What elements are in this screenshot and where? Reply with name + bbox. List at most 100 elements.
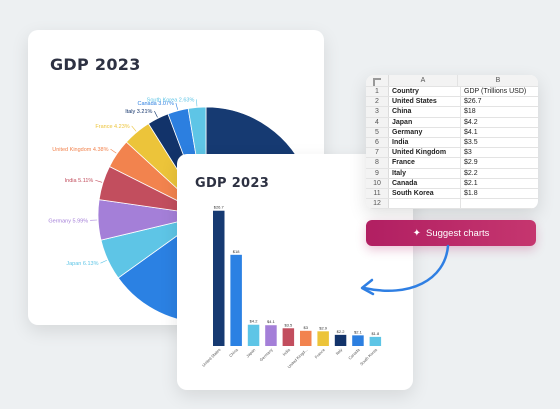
bar [334,334,347,346]
bar [352,335,364,346]
cell-a[interactable]: South Korea [389,188,461,199]
pie-slice-label: Japan 6.13% [66,261,98,267]
pie-label-leader [175,102,178,110]
cell-a[interactable]: France [389,158,461,168]
bar [282,328,295,346]
bar-value-label: $3.5 [284,322,293,327]
row-number[interactable]: 11 [366,188,389,199]
cell-a[interactable]: Italy [389,168,461,178]
sheet-row: 5 Germany $4.1 [366,127,538,138]
cell-b[interactable]: $2.1 [464,179,478,187]
pie-slice-label: Germany 5.99% [48,218,88,224]
pie-label-leader [100,259,107,264]
cell-b[interactable]: $3 [464,149,472,157]
row-number[interactable]: 8 [366,158,389,168]
cell-a[interactable]: China [389,107,461,117]
bar [300,330,312,346]
pie-label-leader [154,110,158,118]
pie-label-leader [95,179,103,183]
cell-a[interactable]: India [389,137,461,148]
bar-category-label: France [314,347,327,360]
pie-slice-label: South Korea 2.63% [147,97,195,103]
cell-a[interactable]: Germany [389,127,461,137]
bar-value-label: $3 [304,325,309,330]
row-number[interactable]: 7 [366,148,389,158]
sheet-row: 8 France $2.9 [366,158,538,169]
cell-a[interactable]: Country [389,87,461,97]
sheet-header-row: A B [366,75,538,87]
bar [265,325,277,346]
bar-value-label: $2.9 [319,325,328,330]
row-number[interactable]: 10 [366,178,389,188]
suggest-charts-button[interactable]: ✦ Suggest charts [366,220,536,246]
bar-value-label: $4.1 [267,319,276,324]
sheet-row: 1 Country GDP (Trillions USD) [366,87,538,98]
bar-category-label: China [228,347,239,358]
row-number[interactable]: 2 [366,97,389,107]
column-header-a[interactable]: A [389,75,458,86]
cell-b[interactable] [461,199,538,208]
cell-b[interactable]: $4.2 [464,118,478,126]
cell-b[interactable]: $26.7 [464,98,482,106]
bar-category-label: Canada [347,347,361,361]
bar [369,336,382,346]
sparkle-icon: ✦ [412,227,421,239]
select-all-corner[interactable] [366,75,389,86]
sheet-row: 7 United Kingdom $3 [366,148,538,159]
sheet-row: 10 Canada $2.1 [366,178,538,189]
pie-slice-label: United Kingdom 4.38% [52,147,108,153]
cell-b[interactable]: $4.1 [464,128,478,136]
spreadsheet: A B 1 Country GDP (Trillions USD) 2 United S… [366,75,538,209]
curved-arrow-icon [360,244,450,296]
pie-slice-label: Italy 3.21% [125,109,152,115]
suggest-charts-label: Suggest charts [426,227,490,239]
row-number[interactable]: 9 [366,168,389,178]
bar-chart: $26.7 United States $18 China $4.2 Japan $4.1 G… [201,205,382,369]
cell-a[interactable] [389,199,461,209]
cell-a[interactable]: United Kingdom [389,148,461,158]
bar [213,210,225,346]
cell-b[interactable]: GDP (Trillions USD) [464,88,527,95]
row-number[interactable]: 6 [366,137,389,148]
pie-slice-label: Canada 3.07% [137,101,173,107]
pie-slice-label: France 4.23% [95,124,129,130]
cell-b[interactable]: $3.5 [464,138,478,146]
cell-a[interactable]: Canada [389,178,461,188]
bar [247,324,260,346]
row-number[interactable]: 4 [366,117,389,127]
bar-value-label: $2.2 [337,329,346,334]
sheet-row: 9 Italy $2.2 [366,168,538,179]
pie-label-leader [110,148,117,154]
bar-category-label: Italy [335,347,344,356]
sheet-row: 6 India $3.5 [366,137,538,149]
row-number[interactable]: 3 [366,107,389,117]
bar-value-label: $18 [233,249,240,254]
cell-a[interactable]: United States [389,97,461,107]
bar-value-label: $1.8 [371,331,380,336]
sheet-row: 11 South Korea $1.8 [366,188,538,200]
bar-category-label: South Korea [359,347,379,367]
bar-category-label: United States [201,347,222,368]
row-number[interactable]: 12 [366,199,389,209]
column-header-b[interactable]: B [495,77,501,84]
pie-slice-label: India 5.11% [65,178,94,184]
bar [230,254,242,346]
row-number[interactable]: 1 [366,87,389,97]
bar-chart-title: GDP 2023 [195,176,270,191]
bar-value-label: $26.7 [214,205,225,210]
bar-value-label: $2.1 [354,329,363,334]
bar-category-label: Japan [245,347,256,358]
cell-a[interactable]: Japan [389,117,461,127]
row-number[interactable]: 5 [366,127,389,137]
cell-b[interactable]: $2.2 [464,169,478,177]
sheet-row: 2 United States $26.7 [366,97,538,108]
sheet-row: 4 Japan $4.2 [366,117,538,128]
sheet-row: 12 [366,199,538,209]
cell-b[interactable]: $2.9 [464,159,478,167]
bar-value-label: $4.2 [250,319,259,324]
pie-label-leader [131,125,137,132]
cell-b[interactable]: $1.8 [464,189,478,197]
cell-b[interactable]: $18 [464,108,476,116]
bar-category-label: Germany [258,347,273,362]
bar-category-label: India [281,347,291,357]
